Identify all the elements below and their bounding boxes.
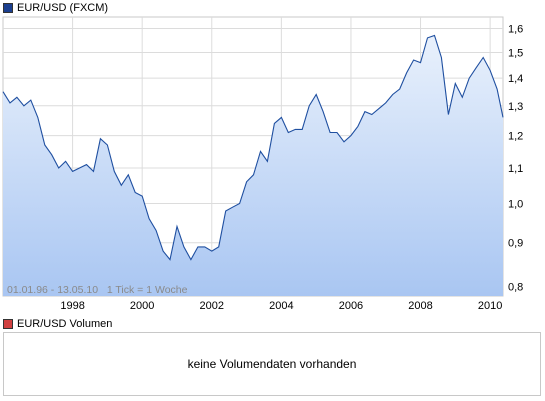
volume-panel: keine Volumendaten vorhanden [3,332,541,396]
x-tick-label: 2010 [478,300,502,312]
y-tick-label: 1,5 [508,47,523,59]
volume-legend-label: EUR/USD Volumen [17,318,113,330]
price-chart: 1,6 1,5 1,4 1,3 1,2 1,1 1,0 0,9 0,8 1998 2000 2002… [2,16,523,312]
main-legend-label: EUR/USD (FXCM) [17,2,109,14]
range-note: 01.01.96 - 13.05.10 1 Tick = 1 Woche [7,284,188,296]
legend-swatch-volume [3,319,13,329]
x-tick-label: 2000 [130,300,154,312]
y-tick-label: 1,6 [508,23,523,35]
y-tick-label: 0,8 [508,282,523,294]
x-tick-label: 2004 [269,300,293,312]
x-tick-label: 2008 [408,300,432,312]
legend-swatch-main [3,3,13,13]
volume-legend: EUR/USD Volumen [3,317,112,331]
y-tick-label: 1,2 [508,131,523,143]
y-tick-label: 1,0 [508,198,523,210]
main-legend: EUR/USD (FXCM) [3,1,108,15]
y-tick-label: 1,4 [508,73,523,85]
y-tick-label: 1,1 [508,163,523,175]
y-tick-label: 1,3 [508,101,523,113]
x-tick-label: 1998 [60,300,84,312]
x-axis-labels: 1998 2000 2002 2004 2006 2008 2010 [60,300,502,312]
y-tick-label: 0,9 [508,238,523,250]
price-area-fill [3,35,503,296]
price-line [2,34,504,261]
volume-empty-message: keine Volumendaten vorhanden [187,357,357,371]
y-axis-labels: 1,6 1,5 1,4 1,3 1,2 1,1 1,0 0,9 0,8 [508,23,523,293]
x-tick-label: 2006 [339,300,363,312]
x-tick-label: 2002 [200,300,224,312]
